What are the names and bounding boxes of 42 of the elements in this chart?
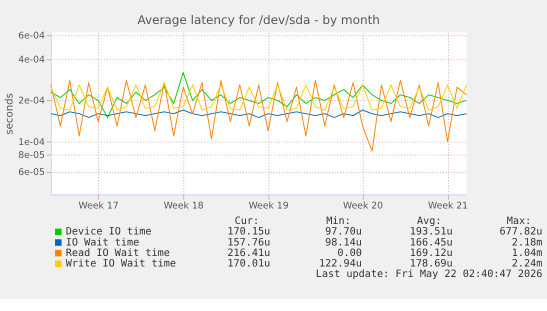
x-tick-label: Week 21 — [428, 200, 468, 212]
y-axis-title: seconds — [4, 93, 16, 135]
text: 122.94u — [319, 258, 362, 270]
chart-title: Average latency for /dev/sda - by month — [137, 13, 380, 28]
text: Last update: Fri May 22 02:40:47 2026 — [316, 269, 542, 280]
text: 677.82u — [499, 226, 542, 238]
line-series — [50, 110, 467, 118]
y-tick-label: 6e-04 — [18, 30, 45, 42]
legend-label: Write IO Wait time — [66, 258, 176, 270]
y-tick-label: 1e-04 — [18, 136, 45, 148]
y-tick-label: 6e-05 — [18, 167, 45, 178]
text: 178.69u — [410, 258, 453, 270]
text: 1.04m — [512, 248, 542, 259]
text: 98.14u — [325, 237, 362, 248]
text: 216.41u — [227, 248, 270, 259]
legend-label: Device IO time — [66, 226, 152, 238]
y-tick-label: 2e-04 — [18, 96, 45, 107]
text: 166.45u — [410, 237, 453, 248]
text: 170.15u — [227, 226, 270, 238]
x-tick-label: Week 17 — [78, 200, 119, 212]
line-series — [50, 82, 467, 111]
line-series — [50, 72, 467, 118]
text: 170.01u — [227, 258, 270, 270]
text: Max: — [506, 216, 532, 228]
text: 169.12u — [410, 248, 453, 259]
x-tick-label: Week 18 — [164, 200, 204, 212]
y-tick-label: 4e-04 — [18, 54, 45, 66]
text: 2.18m — [512, 237, 542, 248]
line-series — [50, 80, 467, 152]
text: Min: — [326, 216, 351, 228]
text: 0.00 — [337, 248, 362, 259]
text: 157.76u — [227, 237, 270, 248]
text: 2.24m — [512, 258, 542, 270]
text: 97.70u — [325, 226, 362, 238]
legend-label: IO Wait time — [66, 237, 140, 248]
x-tick-label: Week 19 — [248, 200, 289, 212]
text: Cur: — [234, 216, 260, 228]
text: Avg: — [416, 216, 442, 228]
y-tick-label: 8e-05 — [18, 150, 45, 161]
text: 193.51u — [410, 226, 453, 238]
legend-label: Read IO Wait time — [66, 248, 170, 259]
x-tick-label: Week 20 — [343, 200, 384, 212]
